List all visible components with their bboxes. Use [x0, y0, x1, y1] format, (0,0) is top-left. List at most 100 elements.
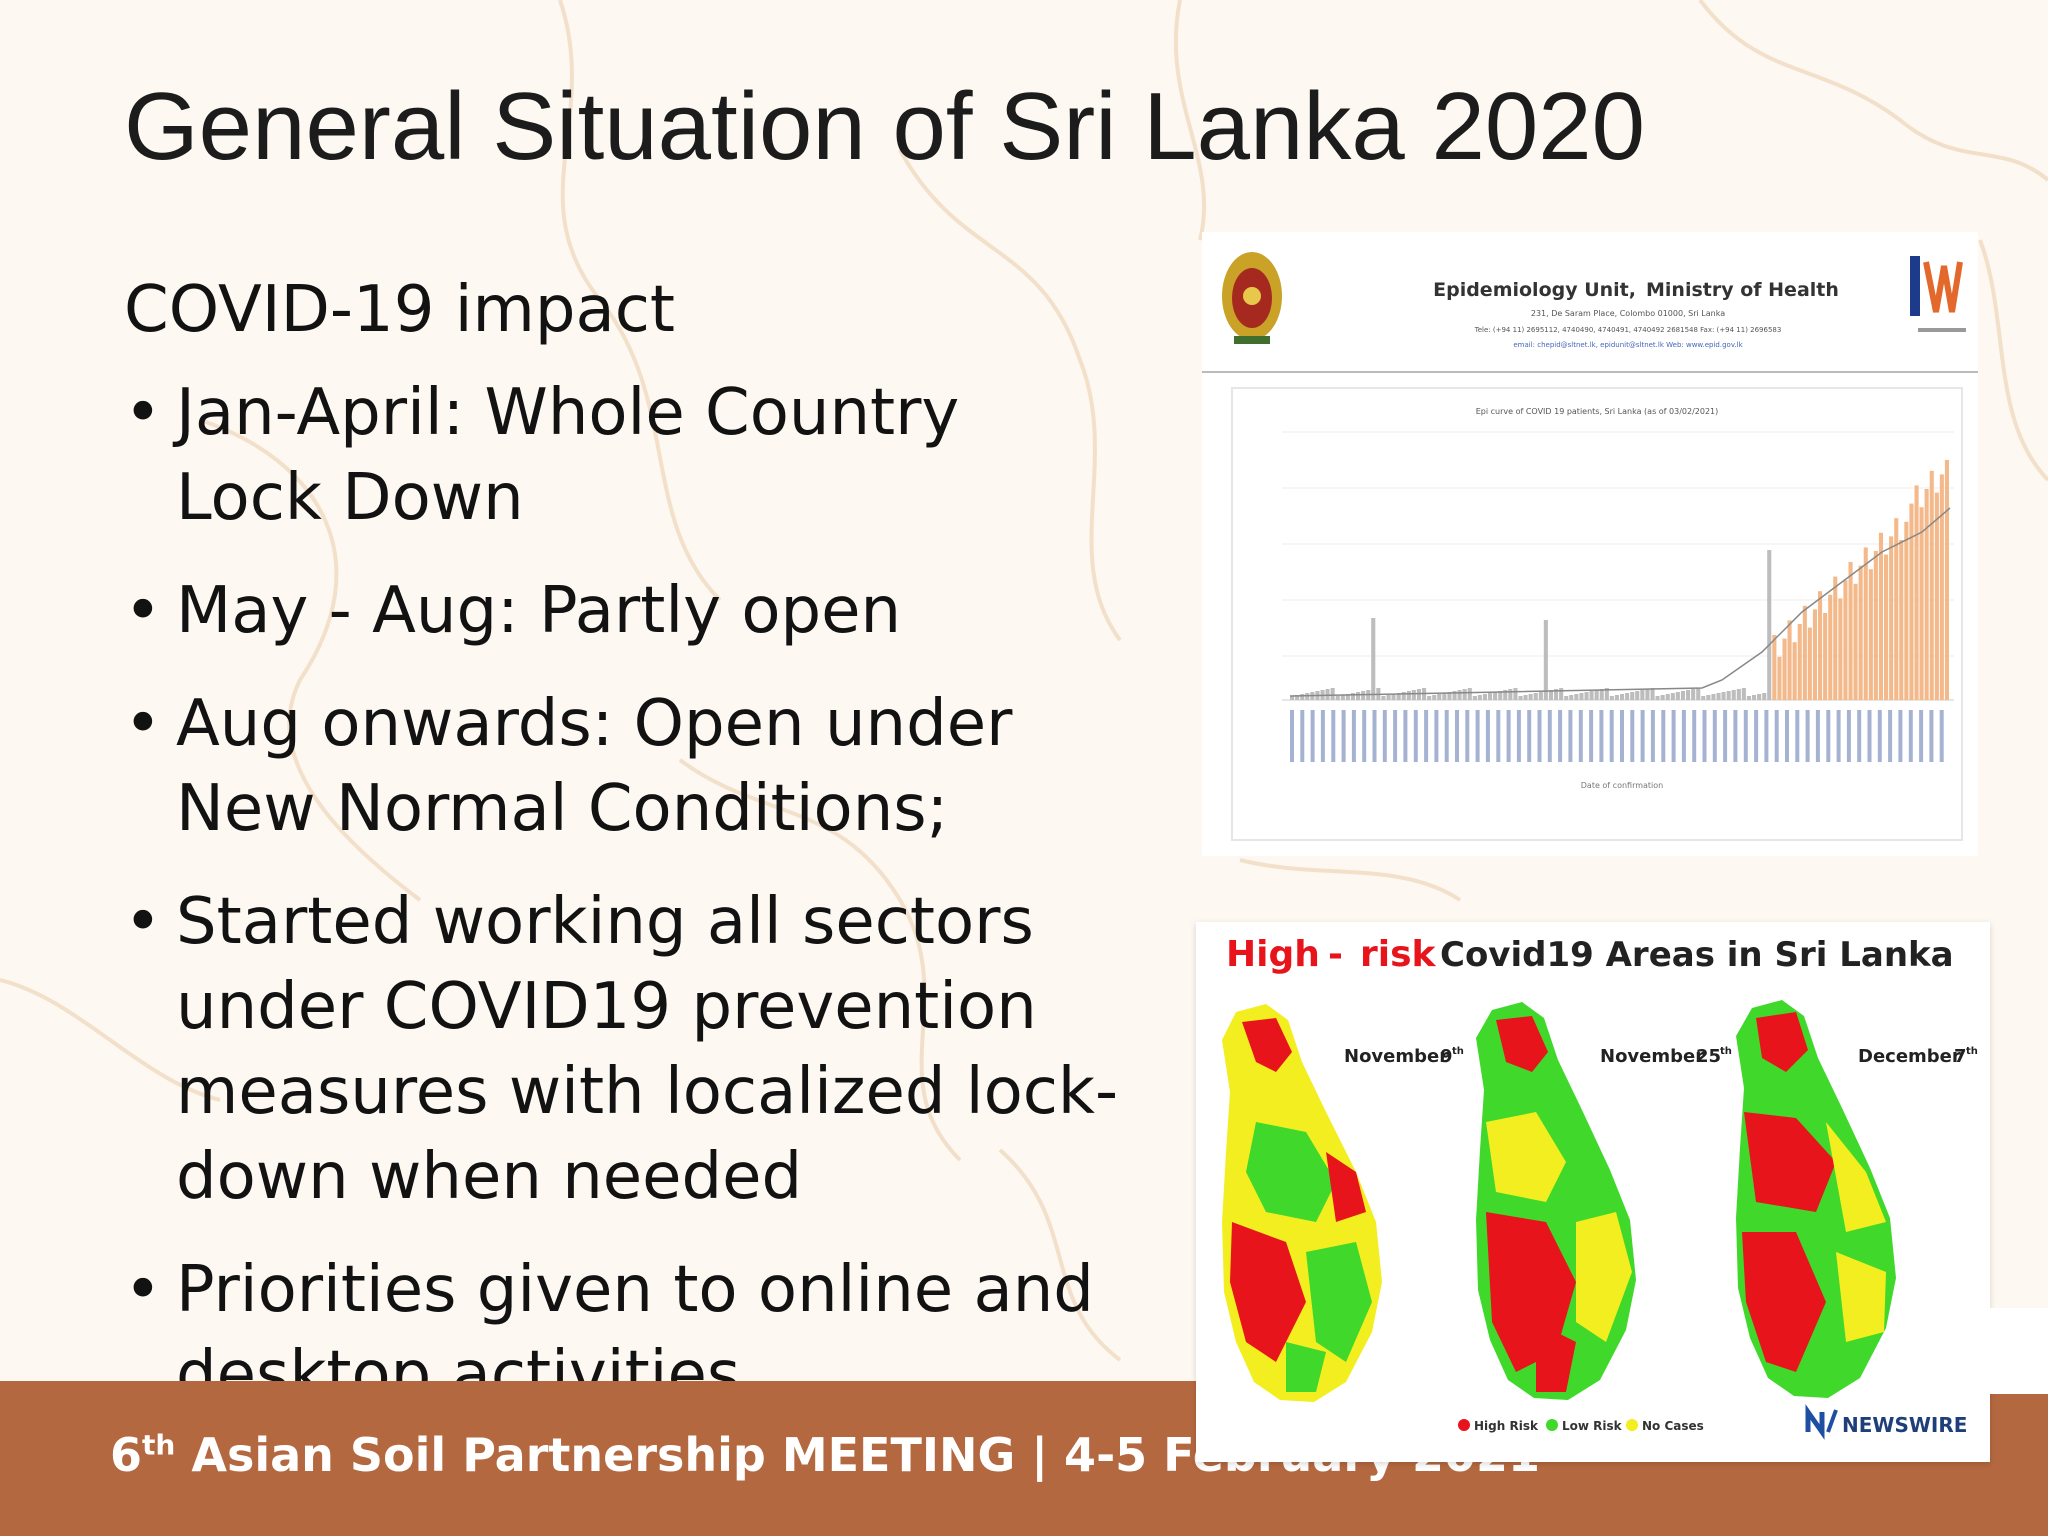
- epi-bar: [1300, 694, 1305, 700]
- map-date-day: 7: [1954, 1046, 1967, 1067]
- epi-bar: [1386, 695, 1391, 700]
- epi-bar: [1812, 609, 1817, 700]
- sri-lanka-map-icon: [1222, 1004, 1382, 1402]
- epi-bar: [1823, 613, 1828, 700]
- epi-bar: [1579, 693, 1584, 700]
- epi-bar: [1488, 693, 1493, 700]
- epi-bar: [1873, 551, 1878, 700]
- epi-bar: [1802, 605, 1807, 700]
- panel-edge-decoration: [1990, 1308, 2048, 1394]
- epi-date-tick: [1290, 710, 1294, 762]
- epi-bar: [1828, 594, 1833, 700]
- epi-bar: [1731, 690, 1736, 700]
- epi-date-tick: [1578, 710, 1583, 762]
- epi-bar: [1574, 694, 1579, 700]
- epi-date-tick: [1547, 710, 1552, 762]
- epi-bar: [1335, 696, 1340, 700]
- bullet-icon: •: [124, 376, 162, 450]
- epi-bar: [1752, 695, 1757, 700]
- subheading: COVID-19 impact: [124, 273, 675, 347]
- legend-no-cases-icon: [1626, 1419, 1638, 1431]
- epi-bar: [1442, 693, 1447, 700]
- epi-date-tick: [1403, 710, 1408, 762]
- epi-date-tick: [1393, 710, 1398, 762]
- epi-bar: [1904, 521, 1909, 700]
- risk-title-risk: risk: [1360, 934, 1437, 975]
- epi-bar: [1330, 688, 1335, 700]
- epi-bar: [1746, 696, 1751, 700]
- epi-bar: [1482, 694, 1487, 700]
- epi-bar: [1741, 688, 1746, 700]
- epi-bar: [1498, 691, 1503, 700]
- bullet-item: • Jan-April: Whole Country Lock Down: [124, 371, 1144, 541]
- epi-bar: [1696, 688, 1701, 700]
- epi-date-tick: [1444, 710, 1449, 762]
- epi-bar: [1736, 689, 1741, 700]
- epi-bar: [1665, 694, 1670, 700]
- epi-date-tick: [1815, 710, 1820, 762]
- epi-date-tick: [1640, 710, 1645, 762]
- newswire-label: NEWSWIRE: [1842, 1413, 1967, 1437]
- epi-bar: [1650, 688, 1655, 700]
- bullet-icon: •: [124, 574, 162, 648]
- bullet-item: • Started working all sectors under COVID1…: [124, 880, 1144, 1220]
- epi-bar: [1660, 695, 1665, 700]
- epi-bar: [1792, 642, 1797, 700]
- bullet-line: under COVID19 prevention: [176, 970, 1037, 1044]
- epi-date-tick: [1609, 710, 1614, 762]
- epi-date-tick: [1558, 710, 1563, 762]
- ministry-name: Ministry of Health: [1646, 279, 1839, 301]
- epi-date-tick: [1919, 710, 1924, 762]
- epi-bar: [1757, 694, 1762, 700]
- epi-date-tick: [1877, 710, 1882, 762]
- epi-date-tick: [1485, 710, 1490, 762]
- epi-date-tick: [1362, 710, 1367, 762]
- epi-bar: [1630, 692, 1635, 700]
- bullet-list: • Jan-April: Whole Country Lock Down • May …: [124, 371, 1144, 1418]
- epi-bar: [1934, 492, 1939, 700]
- epi-date-tick: [1455, 710, 1459, 762]
- bullet-line: Aug onwards: Open under: [176, 687, 1013, 761]
- epi-bar: [1640, 690, 1645, 700]
- epi-bar: [1914, 485, 1919, 700]
- map-date-month: December: [1858, 1046, 1961, 1067]
- bullet-line: Jan-April: Whole Country: [176, 376, 960, 450]
- epi-bar: [1838, 598, 1843, 700]
- epi-bar: [1559, 688, 1564, 700]
- epi-bar: [1528, 694, 1533, 700]
- epi-bar: [1868, 569, 1873, 700]
- epi-date-tick: [1300, 710, 1305, 762]
- epi-bar: [1391, 694, 1396, 700]
- bullet-line: Lock Down: [176, 461, 524, 535]
- epi-date-tick: [1527, 710, 1532, 762]
- epi-date-tick: [1846, 710, 1851, 762]
- epi-date-tick: [1681, 710, 1686, 762]
- epi-date-tick: [1857, 710, 1862, 762]
- epi-date-tick: [1620, 710, 1624, 762]
- footer-ordinal-suffix: th: [142, 1428, 176, 1462]
- epi-date-tick: [1516, 710, 1521, 762]
- epi-bar: [1340, 695, 1345, 700]
- newswire-logo-icon: [1805, 1404, 1838, 1440]
- epi-bar: [1777, 656, 1782, 700]
- slide-title: General Situation of Sri Lanka 2020: [124, 73, 1645, 180]
- legend-high-risk-icon: [1458, 1419, 1470, 1431]
- legend-label: Low Risk: [1562, 1419, 1623, 1433]
- epi-date-tick: [1331, 710, 1336, 762]
- epi-bar: [1513, 688, 1518, 700]
- epi-bar: [1645, 689, 1650, 700]
- footer-ordinal: 6: [110, 1428, 143, 1482]
- epi-bar: [1706, 695, 1711, 700]
- epi-date-tick: [1867, 710, 1872, 762]
- epi-bar: [1675, 692, 1680, 700]
- map-date-suffix: th: [1966, 1046, 1978, 1057]
- epi-bar: [1625, 693, 1630, 700]
- epi-bar: [1899, 540, 1904, 700]
- epi-bar: [1701, 696, 1706, 700]
- epi-bar: [1533, 693, 1538, 700]
- epi-bar: [1670, 693, 1675, 700]
- epi-date-tick: [1382, 710, 1387, 762]
- epi-bar: [1919, 507, 1924, 700]
- epi-bar: [1305, 693, 1310, 700]
- epi-bar: [1543, 620, 1548, 700]
